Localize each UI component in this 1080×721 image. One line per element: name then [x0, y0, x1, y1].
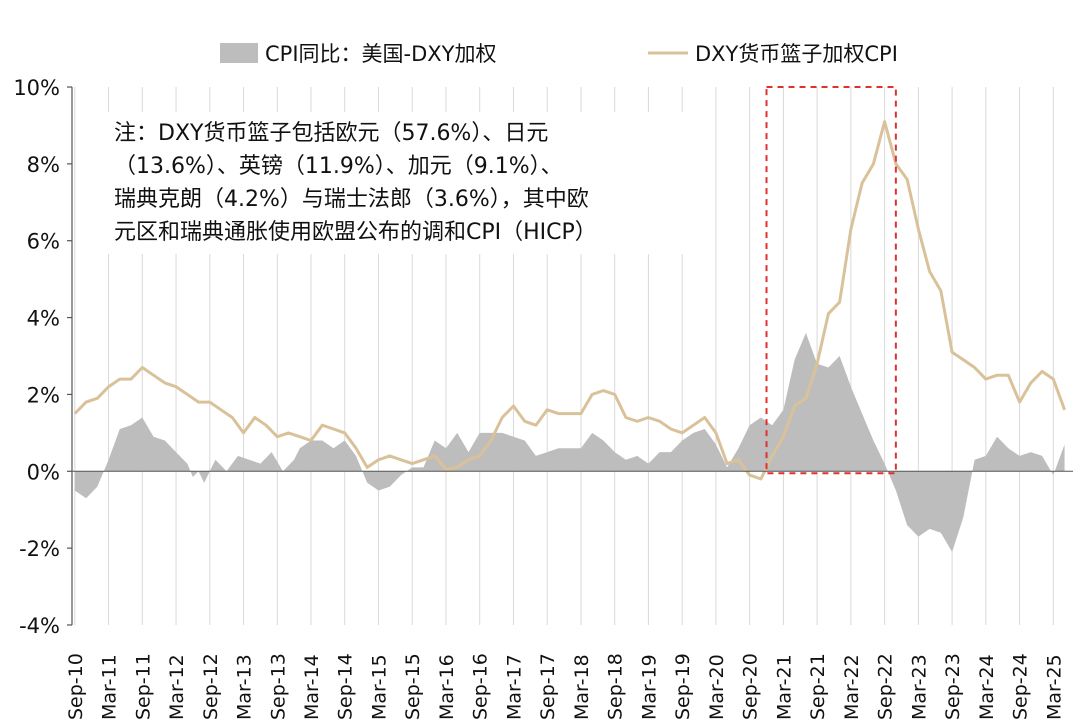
x-tick-label: Mar-22: [841, 654, 863, 720]
legend-area-swatch: [220, 43, 258, 63]
y-tick-label: -2%: [19, 537, 60, 561]
x-tick-label: Sep-12: [200, 653, 222, 720]
x-tick-label: Mar-11: [99, 654, 121, 720]
x-tick-label: Sep-14: [335, 653, 357, 720]
y-tick-label: 6%: [27, 230, 60, 254]
axes: Sep-10 Mar-11 Sep-11 Mar-12 Sep-12 Mar-13 Sep-…: [13, 76, 1073, 720]
y-tick-label: 2%: [27, 383, 60, 407]
note-line-4: 元区和瑞典通胀使用欧盟公布的调和CPI（HICP）: [114, 220, 597, 245]
x-tick-label: Mar-23: [908, 654, 930, 720]
x-tick-label: Mar-17: [503, 654, 525, 720]
x-tick-label: Sep-23: [942, 653, 964, 720]
y-tick-label: 10%: [13, 76, 60, 100]
x-tick-label: Sep-21: [807, 653, 829, 720]
x-tick-label: Mar-13: [234, 654, 256, 720]
legend: CPI同比：美国-DXY加权 DXY货币篮子加权CPI: [220, 42, 898, 66]
x-tick-label: Sep-20: [740, 653, 762, 720]
x-tick-label: Sep-17: [537, 653, 559, 720]
legend-line-label: DXY货币篮子加权CPI: [695, 42, 898, 66]
x-tick-label: Sep-10: [65, 653, 87, 720]
x-tick-label: Sep-24: [1010, 653, 1032, 720]
x-tick-label: Mar-24: [976, 654, 998, 720]
annotation-note: 注：DXY货币篮子包括欧元（57.6%）、日元 （13.6%）、英镑（11.9%…: [102, 112, 684, 254]
note-line-1: 注：DXY货币篮子包括欧元（57.6%）、日元: [114, 121, 548, 146]
highlight-box: [765, 86, 897, 475]
line-series-layer: [73, 120, 1067, 481]
annotation-note-background: [102, 112, 684, 254]
x-tick-label: Sep-16: [470, 653, 492, 720]
x-tick-label: Mar-25: [1043, 654, 1065, 720]
area-series-path: [74, 332, 1065, 552]
note-line-3: 瑞典克朗（4.2%）与瑞士法郎（3.6%），其中欧: [114, 187, 589, 212]
x-tick-label: Mar-20: [706, 654, 728, 720]
x-tick-label: Mar-21: [773, 654, 795, 720]
highlight-rect: [765, 86, 897, 475]
x-tick-label: Mar-15: [368, 654, 390, 720]
x-tick-label: Sep-15: [402, 653, 424, 720]
x-tick-label: Mar-16: [436, 654, 458, 720]
y-tick-label: 0%: [27, 460, 60, 484]
x-tick-label: Mar-14: [301, 654, 323, 720]
x-tick-label: Mar-18: [571, 654, 593, 720]
line-series-path: [73, 120, 1067, 481]
x-tick-label: Sep-19: [672, 653, 694, 720]
legend-area-label: CPI同比：美国-DXY加权: [265, 42, 496, 66]
note-line-2: （13.6%）、英镑（11.9%）、加元（9.1%）、: [114, 154, 563, 179]
x-tick-label: Sep-22: [875, 653, 897, 720]
x-tick-label: Mar-12: [166, 654, 188, 720]
y-tick-label: -4%: [19, 614, 60, 638]
y-tick-label: 4%: [27, 307, 60, 331]
x-tick-label: Sep-18: [605, 653, 627, 720]
x-tick-label: Mar-19: [638, 654, 660, 720]
y-tick-label: 8%: [27, 153, 60, 177]
area-series-layer: [74, 332, 1065, 552]
x-tick-label: Sep-11: [132, 653, 154, 720]
x-tick-label: Sep-13: [267, 653, 289, 720]
